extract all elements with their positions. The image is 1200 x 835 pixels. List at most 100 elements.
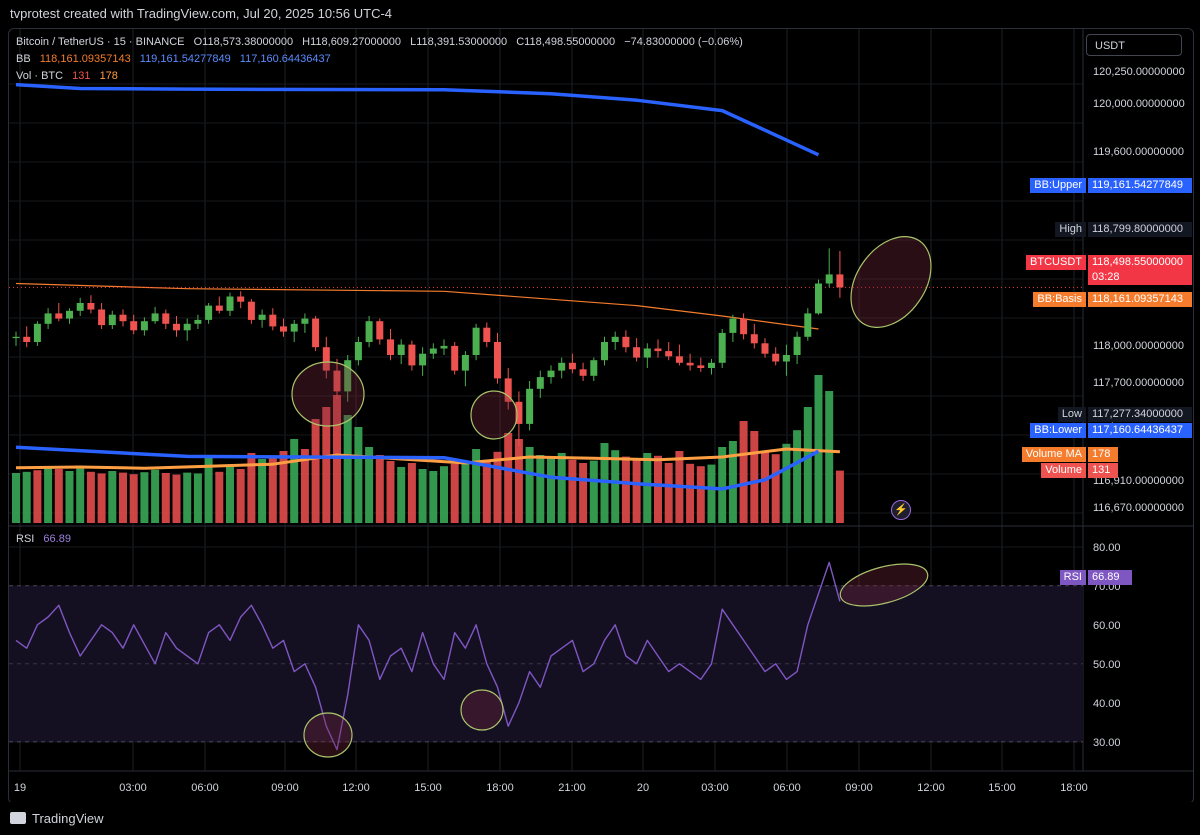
time-axis-label-8: 20 (637, 782, 649, 794)
candle-body-35 (387, 339, 394, 355)
volume-bar-26 (290, 439, 299, 523)
candle-body-16 (183, 323, 191, 331)
candle-body-26 (290, 323, 298, 332)
symbol-name[interactable]: Bitcoin / TetherUS · 15 · BINANCE (16, 36, 185, 48)
candle-body-73 (793, 336, 801, 355)
volume-bar-47 (514, 439, 523, 523)
volume-bar-43 (472, 449, 481, 523)
price-tag-value-4: 117,277.34000000 (1088, 407, 1192, 422)
volume-bar-40 (440, 466, 448, 523)
vol-legend[interactable]: Vol · BTC 131 178 (16, 70, 124, 82)
candle-body-20 (226, 296, 234, 311)
time-axis-label-2: 06:00 (191, 782, 219, 794)
volume-bar-72 (782, 443, 791, 523)
time-axis-label-6: 18:00 (486, 782, 514, 794)
time-axis-label-5: 15:00 (414, 782, 442, 794)
candle-body-38 (419, 353, 427, 366)
volume-bar-1 (22, 471, 31, 523)
candle-body-12 (140, 321, 148, 331)
rsi-legend[interactable]: RSI 66.89 (16, 533, 77, 545)
candle-body-61 (665, 351, 673, 357)
low-value: L118,391.53000000 (410, 36, 508, 48)
candle-body-29 (322, 347, 330, 371)
volume-bar-60 (654, 455, 662, 523)
time-axis-label-13: 15:00 (988, 782, 1016, 794)
annotation-ellipse-rsi-1 (303, 712, 353, 758)
candle-body-65 (708, 362, 715, 368)
volume-bar-65 (707, 464, 716, 523)
candle-body-41 (451, 345, 459, 371)
price-tag-label-7: Volume (1041, 463, 1086, 478)
price-tag-value-3: 118,161.09357143 (1088, 292, 1192, 307)
volume-bar-0 (12, 473, 20, 523)
volume-bar-77 (835, 470, 844, 523)
volume-bar-5 (65, 471, 74, 523)
tv-logo-icon (10, 812, 26, 824)
volume-bar-30 (333, 395, 341, 523)
currency-button[interactable]: USDT (1086, 34, 1182, 56)
candle-body-13 (151, 313, 159, 322)
candle-body-48 (526, 388, 534, 424)
time-axis-label-7: 21:00 (558, 782, 586, 794)
candle-body-47 (515, 401, 523, 424)
chart-panel[interactable]: 120,250.00000000 120,000.00000000 119,600.… (8, 28, 1194, 804)
lightning-icon[interactable]: ⚡ (891, 500, 911, 520)
volume-bar-25 (279, 451, 288, 523)
volume-bar-46 (504, 433, 513, 523)
volume-bar-22 (247, 453, 256, 523)
rsi-label: RSI (16, 533, 35, 545)
candle-body-27 (301, 318, 309, 324)
vol-value: 131 (72, 70, 91, 82)
volume-bar-50 (547, 457, 555, 523)
volume-bar-34 (375, 455, 384, 523)
price-tag-value-8: 66.89 (1088, 570, 1132, 585)
volume-bar-44 (482, 459, 491, 523)
candle-body-57 (622, 336, 630, 348)
price-tag-value-7: 131 (1088, 463, 1118, 478)
bb-lower-line (15, 445, 820, 491)
volume-bar-68 (739, 421, 748, 523)
candle-body-55 (601, 342, 608, 361)
candle-body-69 (750, 334, 758, 344)
candle-body-37 (408, 344, 416, 366)
annotation-ellipse-low-1 (291, 361, 365, 427)
bb-upper-value: 119,161.54277849 (139, 53, 231, 65)
volume-bar-24 (268, 457, 277, 523)
candle-body-51 (558, 362, 566, 371)
candle-body-71 (772, 353, 780, 362)
candle-body-28 (312, 318, 320, 348)
chart-svg[interactable]: 120,250.00000000 120,000.00000000 119,600.… (9, 29, 1193, 803)
volume-bar-41 (450, 463, 459, 523)
volume-bar-32 (354, 427, 363, 523)
bb-basis-value: 118,161.09357143 (39, 53, 131, 65)
price-tag-value-0: 119,161.54277849 (1088, 178, 1192, 193)
candle-body-64 (697, 365, 705, 368)
time-axis-label-9: 03:00 (701, 782, 729, 794)
volume-bar-33 (365, 447, 374, 523)
tradingview-logo[interactable]: TradingView (10, 811, 104, 826)
volume-bar-17 (193, 473, 202, 523)
volume-bar-29 (322, 407, 331, 523)
candle-body-0 (12, 336, 20, 339)
volume-bar-28 (311, 419, 320, 523)
bb-legend[interactable]: BB 118,161.09357143 119,161.54277849 117… (16, 53, 337, 65)
vol-label: Vol · BTC (16, 70, 64, 82)
candle-body-74 (804, 313, 812, 337)
volume-bar-75 (814, 375, 823, 523)
volume-bar-11 (129, 474, 138, 523)
volume-bar-36 (397, 467, 406, 523)
time-axis-label-1: 03:00 (119, 782, 147, 794)
candle-body-68 (740, 318, 748, 335)
volume-bar-39 (429, 471, 438, 523)
ohlc-legend: Bitcoin / TetherUS · 15 · BINANCE O118,5… (16, 36, 749, 48)
volume-bar-67 (728, 441, 737, 523)
candle-body-44 (483, 327, 491, 342)
candle-body-31 (344, 360, 352, 392)
volume-bar-49 (536, 455, 545, 523)
candle-body-63 (686, 362, 694, 366)
rsi-axis-label-3: 50.00 (1093, 659, 1121, 671)
time-axis-label-14: 18:00 (1060, 782, 1088, 794)
candle-body-72 (782, 355, 790, 362)
volume-bar-31 (343, 415, 352, 523)
rsi-value: 66.89 (43, 533, 71, 545)
